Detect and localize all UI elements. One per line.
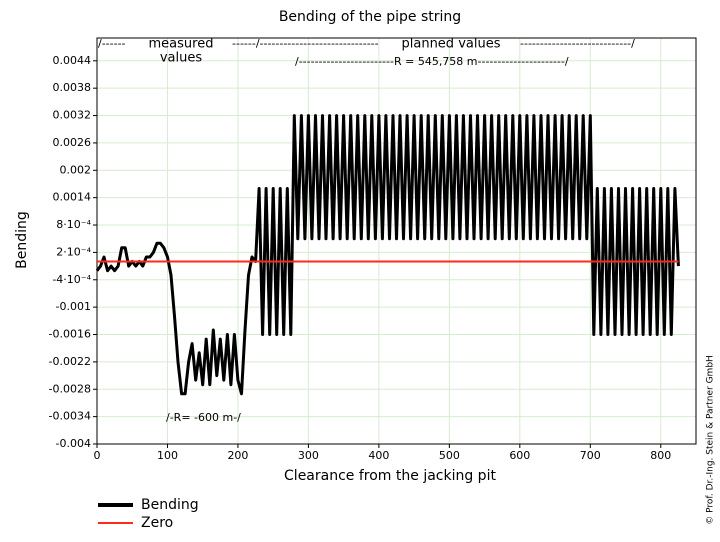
y-tick-label: -0.0016 (49, 328, 91, 341)
annotation: planned values (402, 37, 501, 52)
annotation: /------------------------R = 545,758 m--… (295, 55, 569, 68)
x-tick-label: 700 (580, 449, 601, 462)
annotation: ------/------------------------------ (232, 37, 379, 50)
x-axis-label: Clearance from the jacking pit (284, 468, 496, 484)
y-tick-label: -0.004 (56, 437, 91, 450)
y-tick-label: 0.0032 (53, 109, 92, 122)
legend-label: Bending (141, 497, 199, 513)
chart-title: Bending of the pipe string (279, 9, 461, 25)
y-tick-label: -0.0028 (49, 382, 91, 395)
series-line (95, 114, 680, 396)
annotation: measured (149, 37, 214, 52)
x-tick-label: 200 (227, 449, 248, 462)
y-tick-label: -4·10⁻⁴ (52, 273, 91, 286)
plot-frame (96, 37, 697, 445)
x-tick-label: 400 (368, 449, 389, 462)
x-tick-label: 500 (439, 449, 460, 462)
y-tick-label: 0.0044 (53, 54, 92, 67)
annotation: values (160, 51, 203, 66)
legend-label: Zero (141, 515, 173, 531)
y-tick-label: 2·10⁻⁴ (56, 245, 91, 258)
x-tick-label: 800 (650, 449, 671, 462)
x-tick-label: 100 (157, 449, 178, 462)
y-tick-label: -0.001 (56, 300, 91, 313)
y-tick-label: -0.0034 (49, 410, 91, 423)
y-tick-label: 0.0014 (53, 191, 92, 204)
y-tick-label: -0.0022 (49, 355, 91, 368)
x-tick-label: 600 (509, 449, 530, 462)
y-tick-label: 0.0038 (53, 81, 92, 94)
annotation: ----------------------------/ (520, 37, 635, 50)
copyright: © Prof. Dr.-Ing. Stein & Partner GmbH (706, 355, 716, 525)
annotation: /------ (98, 37, 126, 50)
x-tick-label: 0 (94, 449, 101, 462)
x-tick-label: 300 (298, 449, 319, 462)
y-axis-label: Bending (14, 211, 30, 269)
annotation: /-R= -600 m-/ (166, 411, 241, 424)
y-tick-label: 0.0026 (53, 136, 92, 149)
y-tick-label: 0.002 (60, 163, 92, 176)
y-tick-label: 8·10⁻⁴ (56, 218, 91, 231)
